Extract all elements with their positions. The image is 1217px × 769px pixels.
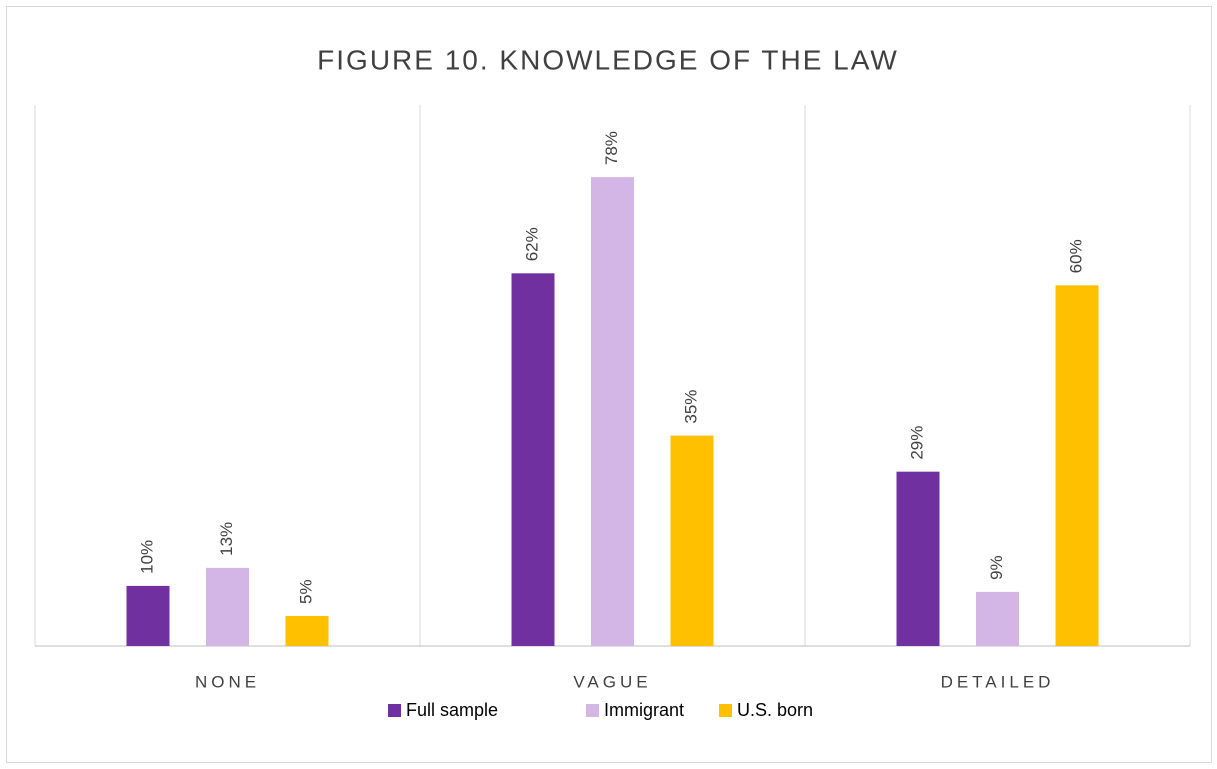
bar	[126, 585, 170, 646]
value-label: 29%	[907, 426, 926, 460]
x-tick-label: VAGUE	[573, 672, 651, 691]
x-tick-label: DETAILED	[941, 672, 1055, 691]
bar	[206, 567, 249, 646]
bar	[896, 471, 940, 646]
x-tick-label: NONE	[195, 672, 260, 691]
value-label: 62%	[522, 227, 541, 261]
value-label: 35%	[681, 390, 700, 424]
legend-label: Immigrant	[604, 700, 684, 720]
value-label: 13%	[217, 522, 236, 556]
bar	[976, 591, 1019, 646]
legend-swatch	[719, 704, 732, 717]
chart-title: FIGURE 10. KNOWLEDGE OF THE LAW	[317, 44, 899, 75]
bar	[591, 177, 634, 646]
bar	[511, 273, 555, 646]
legend-label: U.S. born	[737, 700, 813, 720]
value-label: 5%	[296, 579, 315, 604]
legend-label: Full sample	[406, 700, 498, 720]
legend-swatch	[586, 704, 599, 717]
bar	[670, 435, 714, 646]
value-label: 78%	[602, 131, 621, 165]
value-label: 10%	[137, 540, 156, 574]
value-label: 9%	[987, 555, 1006, 580]
bar	[1055, 285, 1099, 646]
bar	[285, 615, 329, 646]
legend-swatch	[388, 704, 401, 717]
value-label: 60%	[1066, 239, 1085, 273]
